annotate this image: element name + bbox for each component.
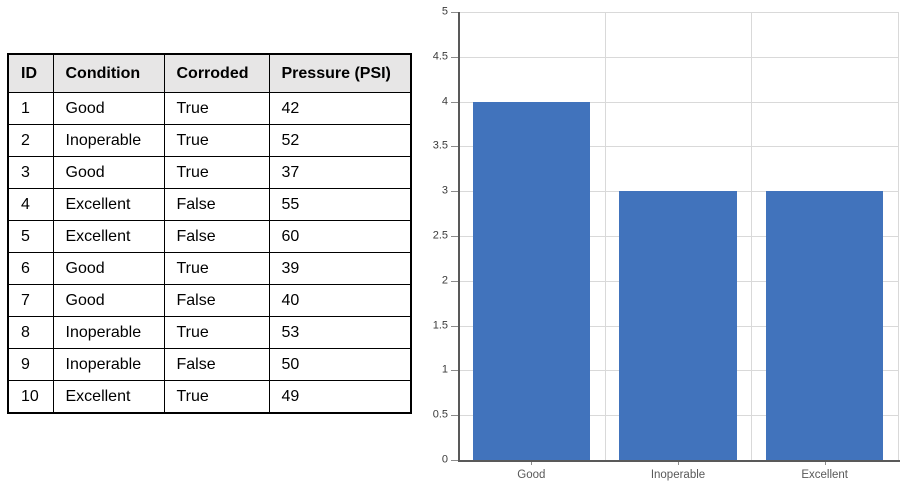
y-axis-tick-label: 2: [441, 274, 448, 287]
table-row: 10 Excellent True 49: [7, 380, 412, 414]
table-row: 6 Good True 39: [7, 252, 412, 285]
y-axis-tick: [451, 101, 458, 103]
x-gridline: [898, 12, 899, 460]
y-axis-tick: [451, 191, 458, 193]
y-axis-tick: [451, 12, 458, 13]
x-axis-tick: [531, 460, 533, 465]
table-cell: 9: [7, 348, 54, 381]
y-axis-tick-label: 0: [441, 453, 448, 466]
table-cell: Good: [52, 252, 165, 285]
table-cell: False: [163, 188, 270, 221]
y-axis-tick: [451, 146, 458, 148]
table-cell: False: [163, 220, 270, 253]
table-cell: 60: [268, 220, 412, 253]
table-cell: 5: [7, 220, 54, 253]
y-gridline: [458, 101, 898, 103]
table-cell: False: [163, 284, 270, 317]
table-cell: 10: [7, 380, 54, 414]
y-gridline: [458, 146, 898, 148]
x-gridline: [751, 12, 753, 460]
y-gridline: [458, 12, 898, 13]
table-cell: 42: [268, 92, 412, 125]
table-cell: Inoperable: [52, 316, 165, 349]
table-cell: Good: [52, 284, 165, 317]
y-axis-tick: [451, 370, 458, 372]
y-gridline: [458, 56, 898, 58]
y-axis-tick-label: 3.5: [432, 139, 448, 152]
y-axis-tick-label: 3: [441, 184, 448, 197]
table-row: 7 Good False 40: [7, 284, 412, 317]
y-axis-tick-label: 5: [441, 5, 448, 18]
y-axis-tick: [451, 56, 458, 58]
y-axis-tick: [451, 280, 458, 282]
table-cell: 52: [268, 124, 412, 157]
x-axis-line: [458, 460, 900, 462]
column-header-pressure-psi: Pressure (PSI): [268, 53, 412, 93]
table-cell: 50: [268, 348, 412, 381]
table-row: 2 Inoperable True 52: [7, 124, 412, 157]
table-cell: True: [163, 316, 270, 349]
bar-excellent: [766, 191, 884, 460]
table-cell: Inoperable: [52, 124, 165, 157]
bar-inoperable: [619, 191, 737, 460]
table-cell: True: [163, 92, 270, 125]
pipe-data-table: ID Condition Corroded Pressure (PSI) 1 Good T…: [7, 53, 412, 414]
table-row: 4 Excellent False 55: [7, 188, 412, 221]
x-axis-category-label: Good: [517, 469, 546, 481]
table-cell: True: [163, 124, 270, 157]
table-header: ID Condition Corroded Pressure (PSI): [7, 53, 412, 93]
table-row: 9 Inoperable False 50: [7, 348, 412, 381]
x-axis-category-label: Inoperable: [650, 469, 706, 481]
y-axis-line: [458, 12, 460, 461]
y-axis-tick: [451, 325, 458, 327]
table-header-row: ID Condition Corroded Pressure (PSI): [7, 53, 412, 93]
y-axis-tick-label: 0.5: [432, 408, 448, 421]
bar-good: [472, 101, 590, 460]
table-row: 1 Good True 42: [7, 92, 412, 125]
table-cell: Good: [52, 92, 165, 125]
table-cell: 55: [268, 188, 412, 221]
table-cell: False: [163, 348, 270, 381]
x-gridline: [604, 12, 606, 460]
y-axis-tick: [451, 460, 458, 461]
y-axis-tick-label: 1: [441, 363, 448, 376]
y-axis-tick-label: 1.5: [432, 319, 448, 332]
table-cell: 49: [268, 380, 412, 414]
y-axis-tick: [451, 236, 458, 237]
table-cell: Excellent: [52, 220, 165, 253]
y-axis-tick-label: 4: [441, 95, 448, 108]
x-axis-category-label: Excellent: [801, 469, 848, 481]
y-axis-tick: [451, 415, 458, 417]
table-row: 5 Excellent False 60: [7, 220, 412, 253]
x-axis-tick: [824, 460, 826, 465]
y-axis-tick-label: 4.5: [432, 50, 448, 63]
y-axis-tick-label: 2.5: [432, 229, 448, 242]
x-axis-tick: [678, 460, 679, 465]
table-cell: Inoperable: [52, 348, 165, 381]
table-cell: True: [163, 156, 270, 189]
table-body: 1 Good True 42 2 Inoperable True 52 3 Good True 37 4…: [7, 92, 412, 414]
